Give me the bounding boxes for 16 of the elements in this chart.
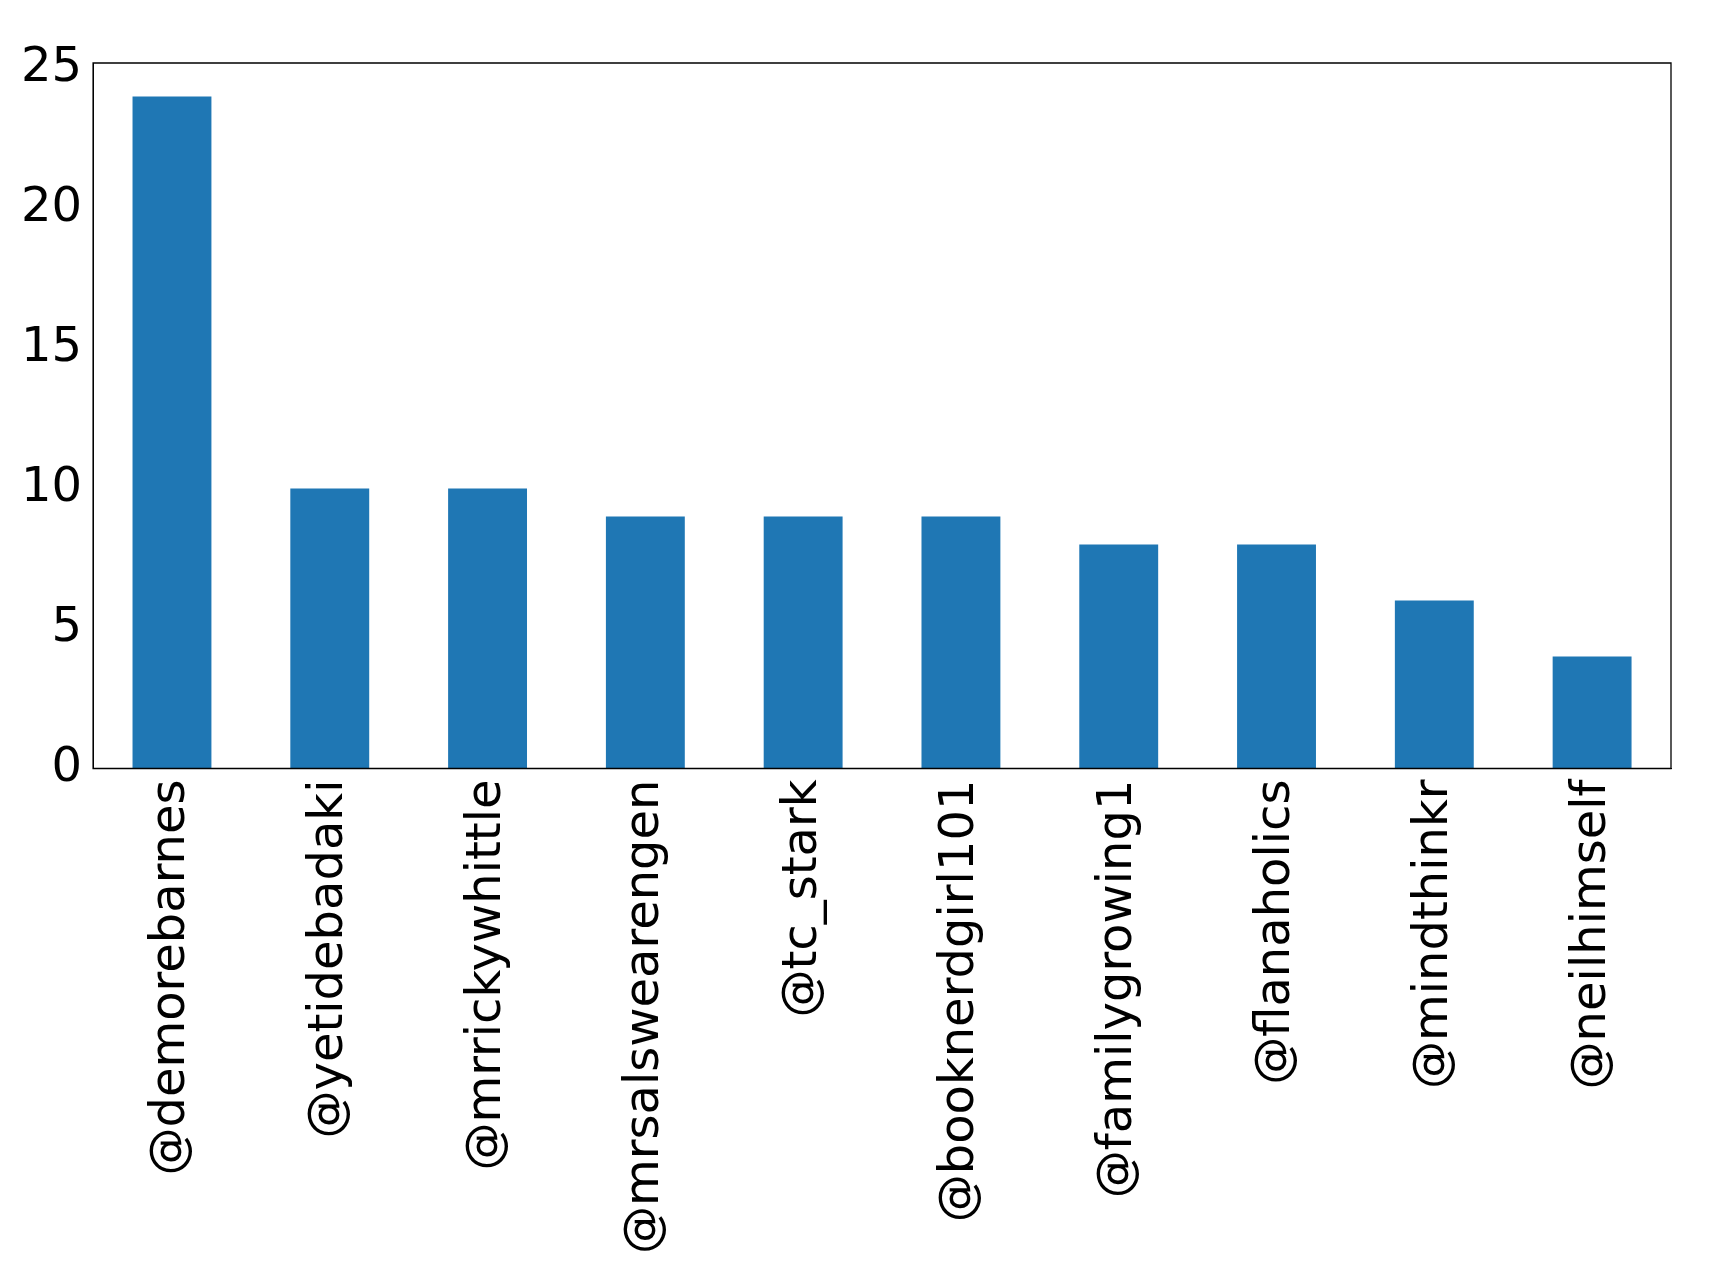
x-tick-label: @tc_stark [770,779,827,1018]
x-tick-label: @familygrowing1 [1086,779,1143,1199]
y-tick-label: 5 [51,595,83,652]
x-tick-label: @booknerdgirl101 [928,779,985,1223]
y-tick-label: 15 [21,316,83,373]
y-tick-label: 20 [21,176,83,233]
x-tick-label: @yetidebadaki [297,779,354,1139]
x-tick-label: @mrsalswearengen [612,779,669,1254]
x-tick-label: @neilhimself [1559,778,1616,1090]
y-tick-label: 25 [21,36,83,93]
x-tick-label: @demorebarnes [139,779,196,1176]
x-tick-label: @mrrickywhittle [455,779,512,1171]
x-tick-label: @flanaholics [1243,779,1300,1085]
y-tick-label: 10 [21,456,83,512]
y-tick-label: 0 [51,735,83,792]
x-tick-label: @mindthinkr [1401,779,1458,1089]
